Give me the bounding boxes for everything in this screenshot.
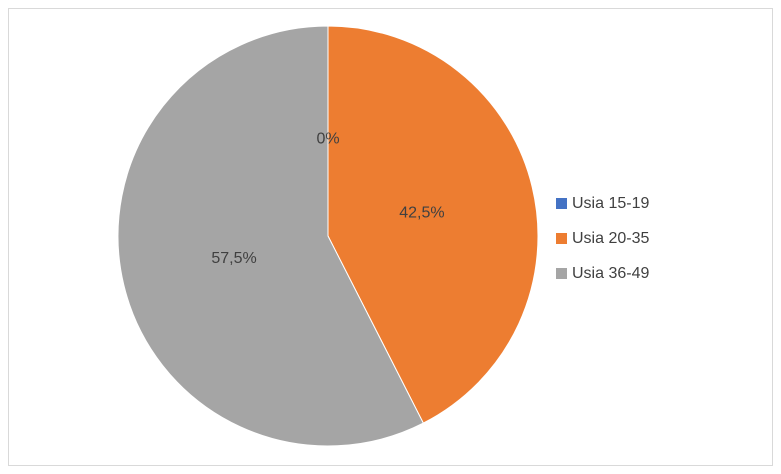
data-label: 42,5% (399, 205, 444, 222)
legend-swatch (556, 233, 567, 244)
legend-label: Usia 36-49 (572, 265, 649, 282)
pie-slice (327, 25, 539, 424)
data-label: 57,5% (211, 250, 256, 267)
pie-slice (117, 25, 425, 447)
legend-swatch (556, 198, 567, 209)
legend-label: Usia 20-35 (572, 230, 649, 247)
legend-swatch (556, 268, 567, 279)
legend-label: Usia 15-19 (572, 195, 649, 212)
data-label: 0% (316, 131, 339, 148)
